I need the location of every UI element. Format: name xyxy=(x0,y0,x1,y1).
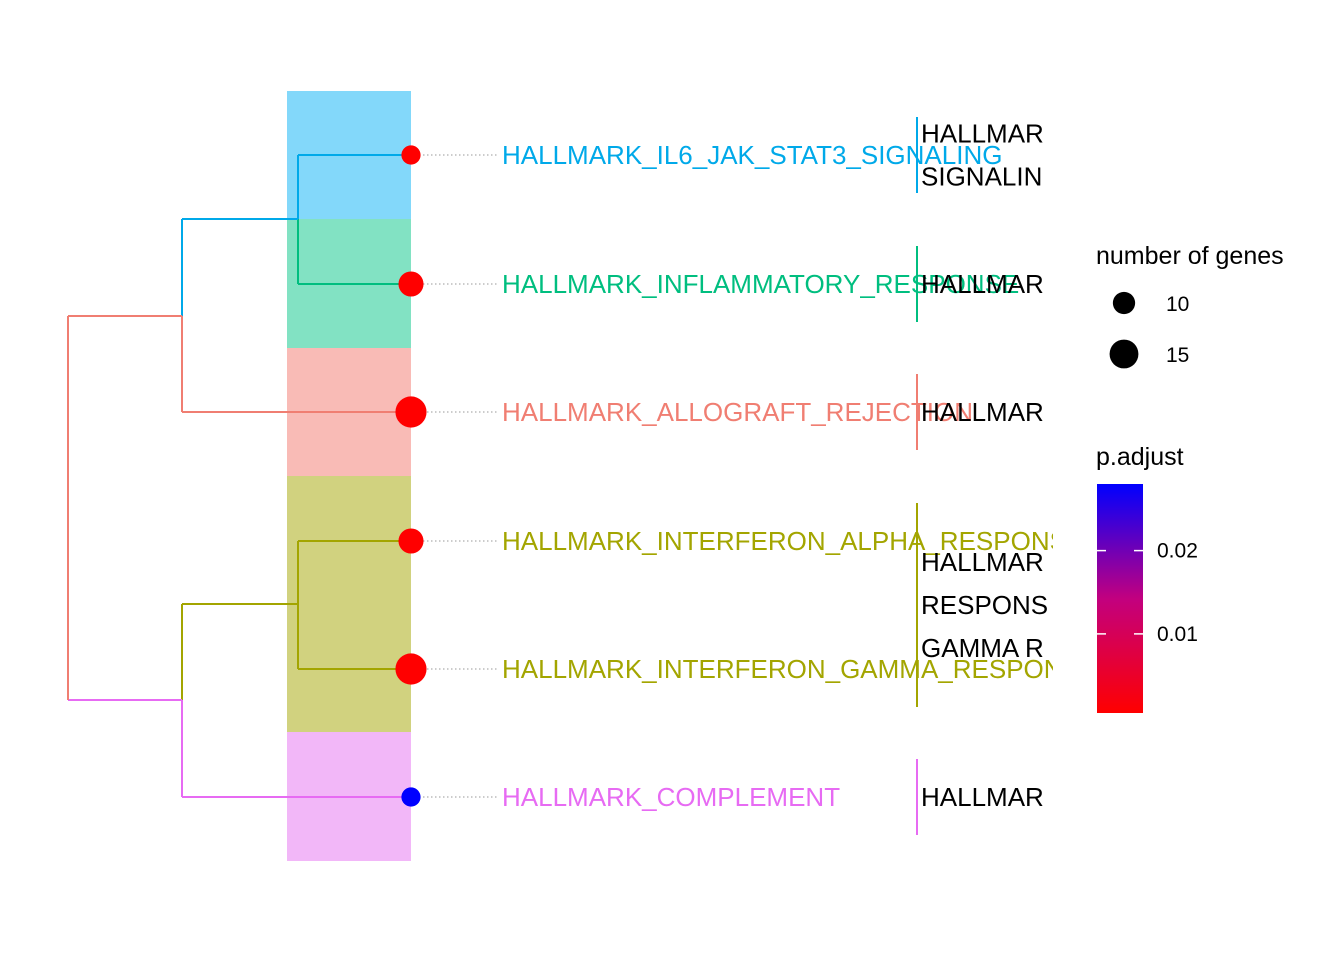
cluster-label: HALLMAR xyxy=(921,119,1044,149)
term-dot xyxy=(395,653,427,685)
term-dot xyxy=(401,145,421,165)
color-legend-label: 0.02 xyxy=(1157,540,1198,563)
term-labels: HALLMARK_IL6_JAK_STAT3_SIGNALING HALLMARK… xyxy=(502,140,1097,812)
size-legend-title: number of genes xyxy=(1096,242,1284,270)
cluster-label: HALLMAR xyxy=(921,547,1044,577)
term-label: HALLMARK_INTERFERON_GAMMA_RESPONSE xyxy=(502,654,1097,684)
cluster-label: HALLMAR xyxy=(921,397,1044,427)
size-legend-label: 15 xyxy=(1166,344,1189,367)
color-legend-label: 0.01 xyxy=(1157,623,1198,646)
term-dot xyxy=(401,787,421,807)
leader-lines xyxy=(411,154,498,798)
cluster-label: SIGNALIN xyxy=(921,162,1042,192)
cluster-labels: HALLMAR SIGNALIN HALLMAR HALLMAR HALLMAR RESP… xyxy=(921,119,1048,813)
term-dots xyxy=(395,145,427,807)
term-dot xyxy=(398,271,424,297)
term-label: HALLMARK_INTERFERON_ALPHA_RESPONSE xyxy=(502,526,1084,556)
color-legend-title: p.adjust xyxy=(1096,443,1184,471)
size-legend-dot xyxy=(1112,291,1136,315)
term-label: HALLMARK_ALLOGRAFT_REJECTION xyxy=(502,397,973,427)
size-legend-dot xyxy=(1109,339,1139,369)
dendrogram xyxy=(67,154,411,798)
size-legend-label: 10 xyxy=(1166,293,1189,316)
term-label: HALLMARK_INFLAMMATORY_RESPONSE xyxy=(502,269,1019,299)
term-label: HALLMARK_COMPLEMENT xyxy=(502,782,840,812)
cluster-label: RESPONS xyxy=(921,590,1048,620)
cluster-bands xyxy=(287,91,411,861)
cluster-label: HALLMAR xyxy=(921,782,1044,812)
term-label: HALLMARK_IL6_JAK_STAT3_SIGNALING xyxy=(502,140,1002,170)
term-dot xyxy=(398,528,424,554)
color-legend-bar xyxy=(1097,484,1143,713)
cluster-label: HALLMAR xyxy=(921,269,1044,299)
cluster-label: GAMMA R xyxy=(921,633,1044,663)
size-legend: number of genes 10 15 xyxy=(1096,242,1284,369)
cluster-band xyxy=(287,476,411,732)
color-legend: p.adjust 0.02 0.01 xyxy=(1096,443,1198,713)
term-dot xyxy=(395,396,427,428)
